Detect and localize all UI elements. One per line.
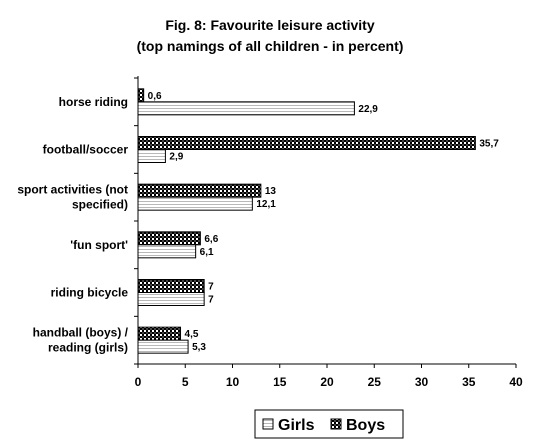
data-label-boys-riding-bicycle: 7 (208, 282, 214, 293)
legend-swatch-boys (330, 418, 342, 430)
bar-girls-fun-sport (137, 244, 197, 259)
data-label-girls-football-soccer: 2,9 (169, 152, 183, 163)
category-label-riding-bicycle: riding bicycle (51, 286, 129, 300)
x-tick-label-0: 0 (135, 375, 142, 389)
data-label-boys-football-soccer: 35,7 (479, 139, 499, 150)
x-tick-label-15: 15 (273, 375, 287, 389)
legend-swatch-girls (262, 418, 274, 430)
data-label-girls-fun-sport: 6,1 (200, 247, 214, 258)
chart-title: Fig. 8: Favourite leisure activity (165, 17, 375, 33)
data-label-boys-horse-riding: 0,6 (148, 91, 162, 102)
data-label-girls-sport-activities-not-specified: 12,1 (256, 199, 276, 210)
x-tick-label-10: 10 (226, 375, 240, 389)
plot-area: horse riding 0,6 22,9 football/soccer 35,7 2,… (17, 76, 523, 389)
x-tick-label-40: 40 (509, 375, 523, 389)
legend: Girls Boys (254, 409, 404, 439)
data-label-boys-sport-activities-not-specified: 13 (265, 186, 277, 197)
bar-boys-riding-bicycle (137, 279, 205, 293)
category-label-horse-riding: horse riding (59, 95, 128, 109)
category-label-fun-sport: 'fun sport' (70, 238, 128, 252)
bar-boys-handball-boys-reading-girls (137, 326, 182, 341)
chart-subtitle: (top namings of all children - in percen… (137, 38, 404, 54)
legend-label-girls: Girls (278, 417, 315, 434)
data-label-boys-handball-boys-reading-girls: 4,5 (185, 329, 199, 340)
category-label-handball-boys-reading-girls: handball (boys) / reading (girls) (33, 326, 129, 355)
data-label-girls-riding-bicycle: 7 (208, 295, 214, 306)
category-label-football-soccer: football/soccer (43, 143, 129, 157)
x-tick-label-35: 35 (462, 375, 476, 389)
data-label-girls-horse-riding: 22,9 (358, 104, 378, 115)
bar-girls-handball-boys-reading-girls (137, 339, 189, 354)
bar-boys-horse-riding (137, 88, 145, 103)
data-label-girls-handball-boys-reading-girls: 5,3 (192, 342, 206, 353)
x-tick-label-30: 30 (415, 375, 429, 389)
data-label-boys-fun-sport: 6,6 (204, 234, 218, 245)
x-tick-label-20: 20 (320, 375, 334, 389)
legend-label-boys: Boys (346, 417, 385, 434)
x-tick-label-5: 5 (182, 375, 189, 389)
bar-girls-horse-riding (137, 101, 355, 116)
x-tick-label-25: 25 (368, 375, 382, 389)
bar-girls-riding-bicycle (137, 292, 205, 306)
category-label-sport-activities-not-specified: sport activities (not specified) (17, 183, 128, 212)
bar-boys-football-soccer (137, 136, 476, 150)
bar-boys-sport-activities-not-specified (137, 183, 262, 198)
bar-boys-fun-sport (137, 231, 201, 246)
legend-box (254, 409, 404, 439)
bar-girls-football-soccer (137, 149, 166, 163)
bar-girls-sport-activities-not-specified (137, 196, 253, 211)
